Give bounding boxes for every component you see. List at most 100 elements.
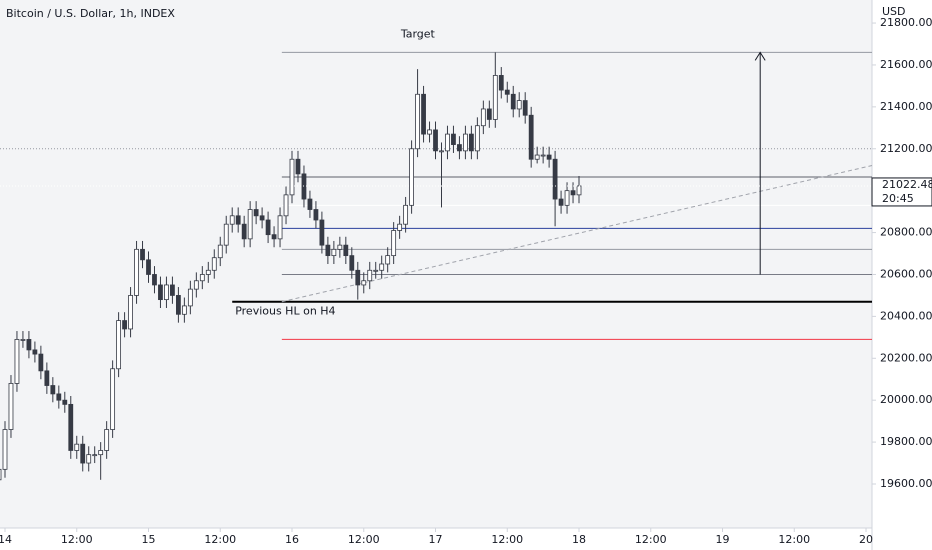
y-tick-label: 21600.00 — [880, 58, 932, 71]
candle-body — [313, 209, 319, 221]
candle-body — [175, 295, 181, 315]
candle-body — [516, 100, 522, 110]
candle-body — [385, 255, 391, 265]
candle-body — [463, 133, 468, 152]
x-tick-label: 18 — [572, 533, 586, 546]
candle-body — [415, 93, 420, 150]
y-tick-label: 19600.00 — [880, 477, 932, 490]
candle-body — [451, 133, 456, 145]
candle-body — [14, 339, 20, 384]
candle-body — [457, 144, 462, 152]
candle-body — [68, 403, 74, 451]
x-tick-label: 16 — [285, 533, 299, 546]
chart-title: Bitcoin / U.S. Dollar, 1h, INDEX — [6, 7, 175, 20]
candle-body — [301, 173, 307, 200]
candle-body — [277, 215, 283, 240]
candle-body — [235, 215, 241, 225]
candle-body — [576, 185, 582, 196]
candle-body — [104, 429, 110, 451]
candle-body — [552, 158, 558, 200]
candle-body — [367, 269, 373, 282]
candle-body — [468, 133, 474, 152]
candle-body — [110, 368, 116, 430]
candle-body — [62, 399, 68, 405]
candle-body — [528, 114, 534, 160]
candle-body — [170, 284, 175, 296]
candle-body — [319, 219, 325, 246]
candle-body — [486, 108, 492, 120]
x-tick-label: 12:00 — [204, 533, 236, 546]
candle-body — [445, 133, 450, 152]
candle-body — [343, 244, 349, 257]
plot — [0, 51, 873, 481]
candle-body — [32, 349, 38, 355]
price-tag-countdown: 20:45 — [882, 192, 914, 205]
candle-body — [241, 223, 247, 240]
candle-body — [20, 339, 26, 341]
candle-body — [558, 198, 564, 206]
candle-body — [570, 190, 576, 196]
candle-body — [498, 75, 504, 91]
x-tick-label: 20 — [859, 533, 873, 546]
candle-body — [409, 148, 414, 206]
candle-body — [283, 194, 289, 217]
candle-body — [74, 443, 80, 451]
candle-body — [199, 274, 205, 282]
candle-body — [337, 244, 343, 250]
candle-body — [217, 244, 223, 259]
candle-body — [38, 353, 44, 372]
trend-line — [281, 165, 873, 303]
price-tag — [871, 177, 932, 207]
candle-body — [253, 209, 259, 217]
candle-body — [522, 100, 528, 116]
candle-body — [510, 93, 516, 110]
candle-body — [140, 248, 145, 261]
candle-body — [223, 223, 229, 246]
candle-body — [421, 93, 426, 135]
y-tick-label: 21400.00 — [880, 100, 932, 113]
candle-body — [349, 255, 355, 271]
candle-body — [187, 288, 193, 307]
candle-body — [289, 158, 295, 196]
level-label: Previous HL on H4 — [235, 305, 335, 318]
candle-body — [128, 295, 133, 330]
x-tick-label: 19 — [716, 533, 730, 546]
candle-body — [0, 468, 2, 481]
candle-body — [164, 284, 169, 301]
candle-body — [439, 150, 444, 153]
x-tick-label: 12:00 — [778, 533, 810, 546]
candle-body — [158, 284, 163, 301]
y-tick-label: 20600.00 — [880, 267, 932, 280]
x-tick-label: 15 — [142, 533, 156, 546]
level-label: Target — [400, 27, 436, 40]
candle-body — [474, 125, 480, 152]
candle-body — [480, 108, 486, 127]
candle-body — [331, 248, 337, 257]
candle-body — [403, 204, 409, 225]
x-tick-label: 17 — [429, 533, 443, 546]
candle-body — [361, 280, 367, 286]
candle-body — [265, 219, 271, 236]
candle-body — [92, 454, 98, 457]
x-tick-label: 12:00 — [635, 533, 667, 546]
candle-body — [259, 215, 265, 221]
x-tick-label: 12:00 — [348, 533, 380, 546]
candle-body — [26, 339, 32, 351]
candle-body — [44, 370, 50, 386]
plot-background — [0, 0, 872, 528]
arrow-head — [754, 51, 766, 61]
candle-body — [56, 393, 62, 401]
candle-body — [307, 198, 313, 210]
candle-body — [152, 274, 157, 286]
candle-body — [211, 257, 217, 271]
candle-body — [134, 248, 139, 296]
candle-body — [271, 234, 277, 240]
candle-body — [379, 263, 385, 271]
y-tick-label: 20400.00 — [880, 309, 932, 322]
candle-body — [355, 269, 361, 286]
candle-body — [8, 383, 14, 430]
candle-body — [205, 269, 211, 275]
candle-body — [325, 244, 331, 257]
candle-body — [86, 454, 92, 464]
